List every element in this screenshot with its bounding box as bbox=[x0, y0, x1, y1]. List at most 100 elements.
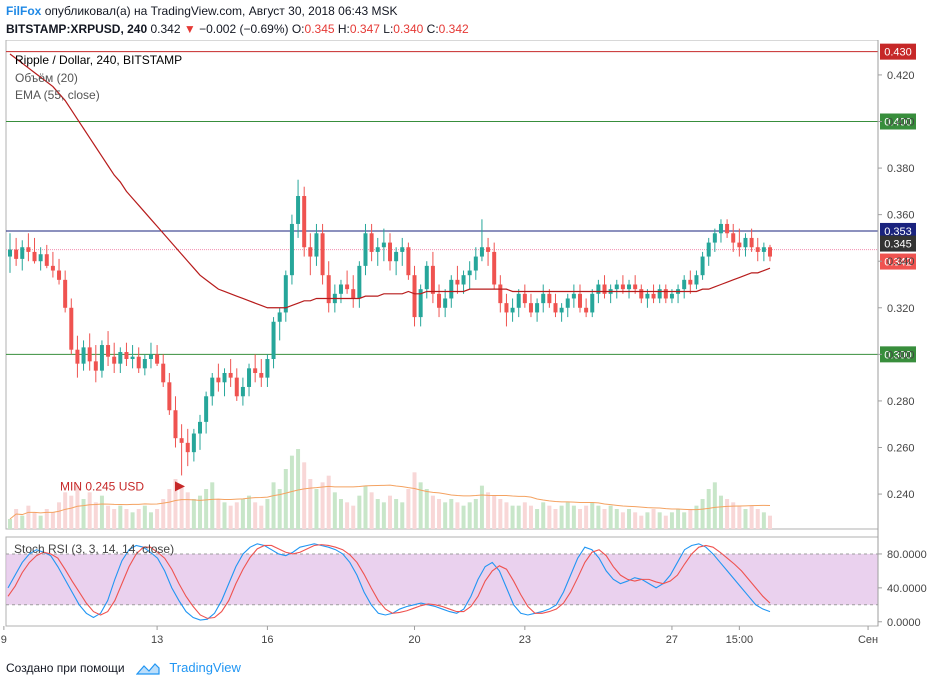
y-tick-label: 0.260 bbox=[887, 443, 915, 455]
volume-bar bbox=[602, 509, 607, 529]
candle-body bbox=[755, 247, 760, 252]
candle-body bbox=[124, 352, 129, 360]
tradingview-brand[interactable]: TradingView bbox=[169, 660, 241, 675]
candle-body bbox=[394, 251, 399, 262]
y-tick-label: 0.380 bbox=[887, 163, 915, 175]
volume-bar bbox=[479, 485, 484, 529]
candle-body bbox=[26, 247, 31, 252]
price-tag bbox=[880, 235, 916, 252]
author-name[interactable]: FilFox bbox=[6, 4, 42, 18]
level-price-tag bbox=[880, 346, 916, 363]
candle-body bbox=[430, 265, 435, 294]
ema-polyline bbox=[9, 53, 771, 309]
volume-bar bbox=[492, 495, 497, 529]
volume-bar bbox=[32, 512, 37, 529]
candle-body bbox=[69, 307, 74, 350]
volume-bar bbox=[338, 499, 343, 529]
candle-body bbox=[461, 275, 466, 285]
candle-body bbox=[412, 275, 417, 318]
candle-body bbox=[363, 233, 368, 266]
volume-bar bbox=[124, 509, 129, 529]
close-label: C: bbox=[426, 22, 439, 36]
volume-bar bbox=[400, 502, 405, 529]
volume-bar bbox=[375, 499, 380, 529]
volume-bar bbox=[528, 505, 533, 529]
volume-bar bbox=[614, 509, 619, 529]
volume-bar bbox=[198, 495, 202, 529]
volume-bar bbox=[167, 489, 172, 529]
candle-body bbox=[185, 442, 190, 453]
volume-bar bbox=[93, 502, 98, 529]
candle-body bbox=[112, 356, 117, 364]
volume-bar bbox=[627, 509, 632, 529]
candle-body bbox=[596, 284, 601, 294]
volume-bar bbox=[161, 499, 166, 529]
candle-body bbox=[633, 284, 638, 290]
candle-body bbox=[253, 368, 258, 373]
y-tick-label: 0.240 bbox=[887, 489, 915, 501]
volume-bar bbox=[277, 489, 282, 529]
volume-bar bbox=[620, 512, 625, 529]
volume-bar bbox=[455, 502, 460, 529]
candle-body bbox=[308, 247, 313, 257]
volume-bar bbox=[302, 462, 307, 529]
volume-bar bbox=[725, 499, 730, 529]
volume-bar bbox=[357, 495, 362, 529]
volume-bar bbox=[633, 512, 638, 529]
candlesticks[interactable] bbox=[8, 179, 772, 476]
candle-body bbox=[38, 254, 43, 262]
volume-bar bbox=[106, 505, 111, 529]
volume-bar bbox=[498, 499, 503, 529]
candle-body bbox=[761, 247, 766, 252]
candle-body bbox=[259, 372, 264, 378]
volume-bar bbox=[755, 509, 760, 529]
candle-body bbox=[289, 223, 294, 276]
volume-bar bbox=[522, 502, 527, 529]
volume-bar bbox=[222, 502, 227, 529]
volume-bar bbox=[768, 515, 772, 529]
volume-bar bbox=[645, 512, 650, 529]
candle-body bbox=[369, 233, 374, 252]
candle-body bbox=[357, 265, 362, 299]
volume-bar bbox=[706, 489, 711, 529]
x-tick-label: 15:00 bbox=[726, 634, 754, 646]
volume-bar bbox=[406, 489, 411, 529]
stoch-tick-label: 40.0000 bbox=[887, 583, 927, 595]
candle-body bbox=[296, 196, 301, 224]
close-value: 0.342 bbox=[438, 22, 469, 36]
stoch-line-k bbox=[7, 543, 771, 621]
candle-body bbox=[768, 247, 772, 257]
price-chart[interactable]: 0.430 0.400 0.353 0.300 0.345 0.342 80.0000 40… bbox=[0, 40, 939, 655]
candle-body bbox=[663, 289, 668, 299]
volume-bar bbox=[142, 505, 147, 529]
legend-stoch: Stoch RSI (3, 3, 14, 14, close) bbox=[14, 542, 174, 556]
volume-bar bbox=[669, 512, 674, 529]
volume-bar bbox=[418, 482, 423, 529]
candle-body bbox=[535, 303, 540, 313]
volume-bar bbox=[547, 505, 552, 529]
volume-bar bbox=[743, 509, 748, 529]
candle-body bbox=[179, 438, 184, 443]
candle-body bbox=[130, 356, 135, 360]
candle-body bbox=[234, 377, 239, 397]
candle-body bbox=[106, 345, 111, 357]
candle-body bbox=[375, 247, 380, 252]
level-price-text: 0.300 bbox=[884, 349, 912, 361]
volume-bar bbox=[216, 499, 221, 529]
publish-header: FilFox опубликовал(а) на TradingView.com… bbox=[6, 4, 398, 18]
candle-body bbox=[20, 247, 25, 259]
stoch-rsi-pane[interactable]: 80.0000 40.0000 0.0000 bbox=[6, 543, 927, 629]
horizontal-lines[interactable]: 0.430 0.400 0.353 0.300 0.345 0.342 bbox=[6, 43, 916, 363]
symbol-label: BITSTAMP:XRPUSD, 240 bbox=[6, 22, 148, 36]
candle-body bbox=[302, 196, 307, 248]
volume-bar bbox=[271, 482, 276, 529]
candle-body bbox=[424, 265, 429, 290]
y-tick-label: 0.320 bbox=[887, 303, 915, 315]
candle-body bbox=[731, 233, 736, 243]
candle-body bbox=[148, 354, 153, 360]
volume-bar bbox=[118, 505, 123, 529]
volume-bar bbox=[87, 492, 92, 529]
volume-bar bbox=[332, 492, 337, 529]
volume-bar bbox=[749, 505, 754, 529]
stoch-band bbox=[6, 553, 878, 605]
